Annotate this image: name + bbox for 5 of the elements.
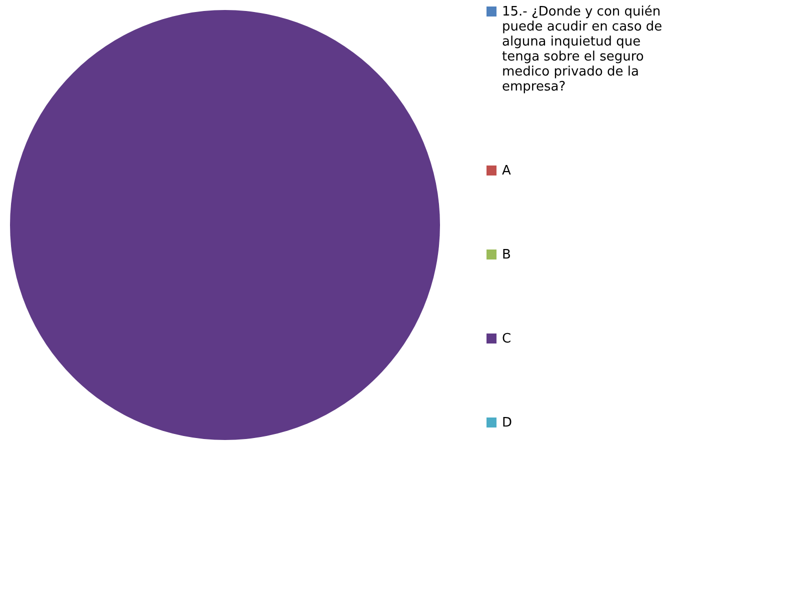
legend-label: C: [502, 332, 512, 346]
legend-label: A: [502, 164, 511, 178]
legend-label: D: [502, 416, 512, 430]
legend-label: B: [502, 248, 511, 262]
legend-label: 15.- ¿Donde y con quién puede acudir en caso de alguna inquietud que tenga sobre el seguro medico privado de la empresa?: [502, 4, 662, 94]
